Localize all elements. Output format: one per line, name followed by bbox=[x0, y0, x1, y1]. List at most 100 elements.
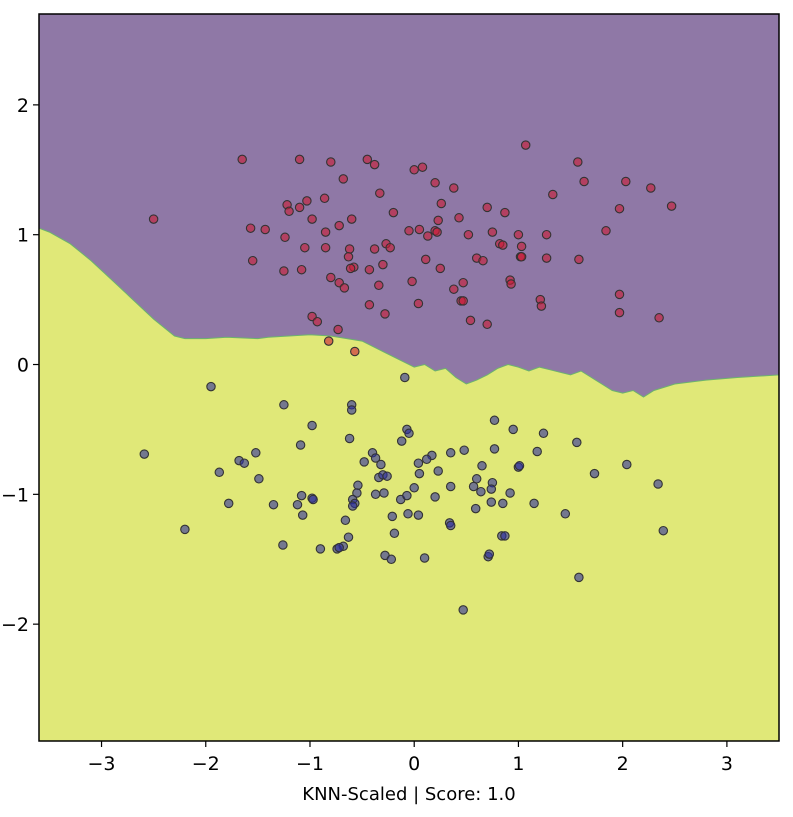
point-blue bbox=[251, 448, 261, 458]
point-red bbox=[369, 159, 380, 170]
x-tick-label: 3 bbox=[721, 753, 733, 775]
point-blue bbox=[459, 445, 469, 455]
point-red bbox=[458, 277, 468, 288]
point-red bbox=[436, 198, 447, 209]
point-blue bbox=[279, 400, 289, 410]
point-red bbox=[350, 346, 360, 357]
point-red bbox=[601, 226, 611, 236]
x-axis-ticks: −3 −2 −1 0 1 2 3 bbox=[88, 741, 733, 775]
point-blue bbox=[382, 471, 392, 481]
point-blue bbox=[574, 572, 584, 583]
point-red bbox=[506, 279, 516, 289]
y-tick-label: −1 bbox=[1, 484, 29, 506]
point-red bbox=[346, 214, 357, 224]
point-blue bbox=[538, 428, 549, 439]
point-blue bbox=[370, 489, 381, 500]
y-tick-label: −2 bbox=[1, 614, 29, 636]
point-red bbox=[482, 319, 492, 330]
point-blue bbox=[409, 483, 419, 493]
point-red bbox=[319, 193, 330, 204]
point-blue bbox=[589, 468, 600, 479]
region-lower bbox=[38, 227, 780, 742]
point-blue bbox=[396, 436, 407, 446]
point-blue bbox=[498, 498, 508, 509]
point-red bbox=[320, 242, 331, 253]
point-blue bbox=[468, 481, 479, 492]
point-red bbox=[339, 283, 350, 293]
point-red bbox=[284, 206, 294, 217]
point-red bbox=[385, 242, 395, 253]
point-red bbox=[280, 232, 290, 243]
scatter-points bbox=[139, 140, 677, 615]
decision-regions bbox=[38, 14, 780, 742]
point-red bbox=[247, 255, 258, 266]
x-tick-label: 2 bbox=[617, 753, 629, 775]
point-blue bbox=[505, 488, 515, 498]
y-tick-label: 1 bbox=[17, 225, 29, 247]
point-red bbox=[454, 213, 464, 223]
point-blue bbox=[307, 420, 317, 431]
point-blue bbox=[386, 554, 397, 565]
point-blue bbox=[239, 458, 250, 468]
point-red bbox=[482, 202, 492, 213]
point-blue bbox=[353, 480, 363, 491]
point-red bbox=[407, 276, 417, 287]
point-blue bbox=[470, 503, 481, 514]
point-blue bbox=[508, 424, 518, 435]
point-red bbox=[378, 259, 388, 270]
point-blue bbox=[413, 510, 424, 520]
point-red bbox=[478, 255, 488, 266]
point-blue bbox=[352, 488, 362, 498]
point-red bbox=[279, 266, 289, 276]
point-blue bbox=[514, 461, 525, 471]
point-blue bbox=[295, 440, 306, 450]
point-red bbox=[294, 202, 305, 213]
point-blue bbox=[486, 497, 497, 507]
point-blue bbox=[346, 405, 357, 415]
point-blue bbox=[529, 498, 539, 509]
point-red bbox=[417, 162, 428, 172]
point-red bbox=[621, 176, 631, 187]
point-blue bbox=[359, 457, 369, 467]
point-red bbox=[449, 183, 459, 193]
point-red bbox=[463, 229, 474, 240]
point-red bbox=[614, 289, 625, 300]
point-red bbox=[435, 263, 446, 274]
point-red bbox=[300, 242, 310, 253]
point-red bbox=[294, 154, 305, 165]
point-blue bbox=[560, 509, 571, 519]
point-red bbox=[430, 178, 440, 188]
point-red bbox=[369, 244, 380, 254]
point-red bbox=[296, 264, 307, 275]
point-red bbox=[362, 154, 373, 165]
point-blue bbox=[347, 501, 358, 511]
point-blue bbox=[389, 528, 400, 539]
point-blue bbox=[421, 454, 432, 465]
point-red bbox=[344, 244, 355, 254]
point-blue bbox=[387, 511, 398, 522]
point-red bbox=[380, 309, 390, 319]
point-blue bbox=[622, 459, 632, 470]
x-tick-label: 0 bbox=[408, 753, 420, 775]
point-blue bbox=[445, 448, 456, 458]
point-blue bbox=[139, 449, 150, 459]
point-blue bbox=[402, 490, 412, 501]
point-blue bbox=[413, 458, 424, 468]
point-blue bbox=[653, 479, 663, 489]
point-blue bbox=[370, 453, 381, 463]
x-tick-label: −1 bbox=[296, 753, 324, 775]
point-blue bbox=[445, 481, 456, 492]
point-red bbox=[343, 252, 354, 262]
point-blue bbox=[400, 372, 410, 383]
point-red bbox=[614, 307, 625, 318]
point-blue bbox=[433, 466, 443, 476]
point-blue bbox=[315, 544, 326, 554]
x-tick-label: 1 bbox=[512, 753, 524, 775]
x-tick-label: −2 bbox=[192, 753, 220, 775]
point-blue bbox=[404, 428, 414, 439]
point-blue bbox=[308, 494, 318, 505]
point-blue bbox=[376, 459, 386, 470]
point-blue bbox=[500, 531, 510, 541]
point-blue bbox=[458, 605, 468, 615]
